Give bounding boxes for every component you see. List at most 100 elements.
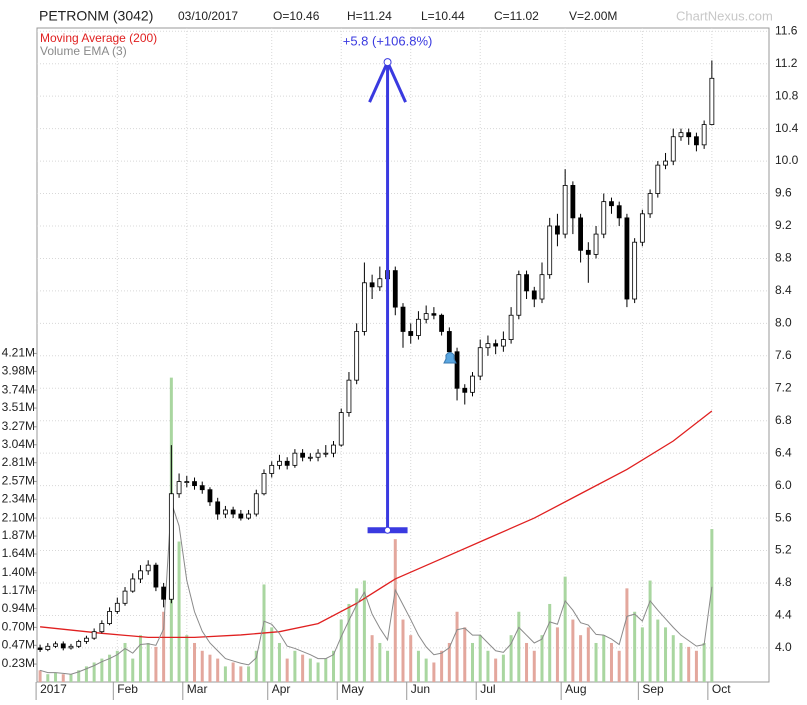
candle-body [477, 347, 483, 377]
volume-bar [131, 658, 135, 682]
candle-body [230, 509, 236, 515]
candle-body [168, 493, 174, 600]
candle-body [207, 489, 213, 503]
volume-bar [84, 666, 88, 682]
y-tick-label: 8.0 [775, 316, 792, 330]
candle-body [53, 643, 58, 647]
candle-body [616, 205, 622, 219]
volume-bar [609, 642, 613, 682]
candle-body [400, 306, 406, 332]
candle-body [199, 485, 205, 491]
volume-bar [393, 539, 397, 682]
volume-bar [316, 662, 320, 682]
volume-bar [525, 642, 529, 682]
y2-tick-label: 1.40M [2, 565, 35, 579]
y-tick-label: 8.8 [775, 251, 792, 265]
volume-bar [664, 627, 668, 682]
candle-body [663, 160, 668, 166]
candle-body [338, 412, 344, 446]
candle-body [346, 379, 352, 414]
y2-tick-label: 2.57M [2, 474, 35, 488]
volume-bar [247, 666, 251, 682]
volume-bar [540, 635, 544, 682]
annotation-label: +5.8 (+106.8%) [343, 33, 433, 48]
volume-bar [146, 642, 150, 682]
watermark: ChartNexus.com [676, 8, 773, 23]
volume-bar [447, 642, 451, 682]
volume-bar [532, 650, 536, 682]
candle-body [323, 452, 329, 455]
candle-body [377, 278, 383, 288]
candle-body [261, 473, 267, 495]
candle-body [91, 631, 97, 639]
volume-bar [671, 635, 675, 682]
legend-ma: Moving Average (200) [40, 31, 157, 45]
candle-body [508, 314, 514, 340]
volume-bar [432, 662, 436, 682]
volume-bar [416, 650, 420, 682]
candle-body [493, 343, 499, 347]
y-tick-label: 5.6 [775, 510, 792, 524]
volume-bar [378, 642, 382, 682]
candle-body [161, 586, 167, 600]
volume-bar [100, 658, 104, 682]
volume-bar [478, 635, 482, 682]
y-tick-label: 11.2 [775, 56, 798, 70]
y2-tick-label: 3.98M [2, 364, 35, 378]
y-tick-label: 8.4 [775, 283, 792, 297]
candle-body [694, 136, 699, 146]
volume-bar [362, 580, 366, 682]
candle-body [84, 637, 89, 642]
volume-bar [486, 650, 490, 682]
y2-tick-label: 0.94M [2, 601, 35, 615]
candle-body [99, 623, 105, 633]
ohlcv-low: L=10.44 [421, 9, 465, 23]
volume-bar [54, 672, 58, 682]
volume-bar [46, 674, 50, 682]
candle-body [37, 647, 43, 650]
candle-body [145, 564, 151, 572]
y-tick-label: 4.0 [775, 640, 792, 654]
volume-bar [301, 654, 305, 682]
candle-body [392, 270, 398, 308]
candle-body [416, 318, 421, 336]
x-tick-label: Mar [187, 682, 208, 696]
candle-body [539, 274, 545, 300]
volume-bar [293, 650, 297, 682]
volume-bar [702, 642, 706, 682]
candle-body [253, 493, 259, 515]
series-line [40, 410, 713, 639]
y2-tick-label: 3.04M [2, 437, 35, 451]
candle-body [292, 452, 298, 466]
y-tick-label: 9.2 [775, 218, 792, 232]
candle-body [246, 513, 251, 519]
chart-title: PETRONM (3042) [39, 8, 153, 24]
candle-body [485, 343, 491, 349]
candle-body [331, 444, 336, 454]
volume-bar [185, 635, 189, 682]
volume-bar [108, 654, 112, 682]
volume-bar [409, 635, 413, 682]
volume-bar [69, 674, 73, 682]
candle-body [446, 331, 452, 353]
candle-body [709, 77, 715, 125]
volume-bar [501, 654, 505, 682]
candle-body [192, 481, 197, 487]
candle-body [524, 274, 529, 292]
volume-bar [177, 541, 181, 682]
y2-tick-label: 1.64M [2, 546, 35, 560]
volume-bar [231, 662, 235, 682]
volume-bar [138, 635, 142, 682]
candle-body [531, 290, 537, 300]
volume-bar [270, 627, 274, 682]
volume-bar [470, 642, 474, 682]
alert-icon [443, 352, 457, 364]
candle-body [45, 645, 51, 650]
candle-body [315, 452, 321, 458]
candle-body [678, 132, 684, 138]
x-tick-label: May [341, 682, 364, 696]
volume-bar [123, 642, 127, 682]
volume-bar [216, 658, 220, 682]
y-tick-label: 4.8 [775, 575, 792, 589]
y-tick-label: 10.8 [775, 88, 799, 102]
